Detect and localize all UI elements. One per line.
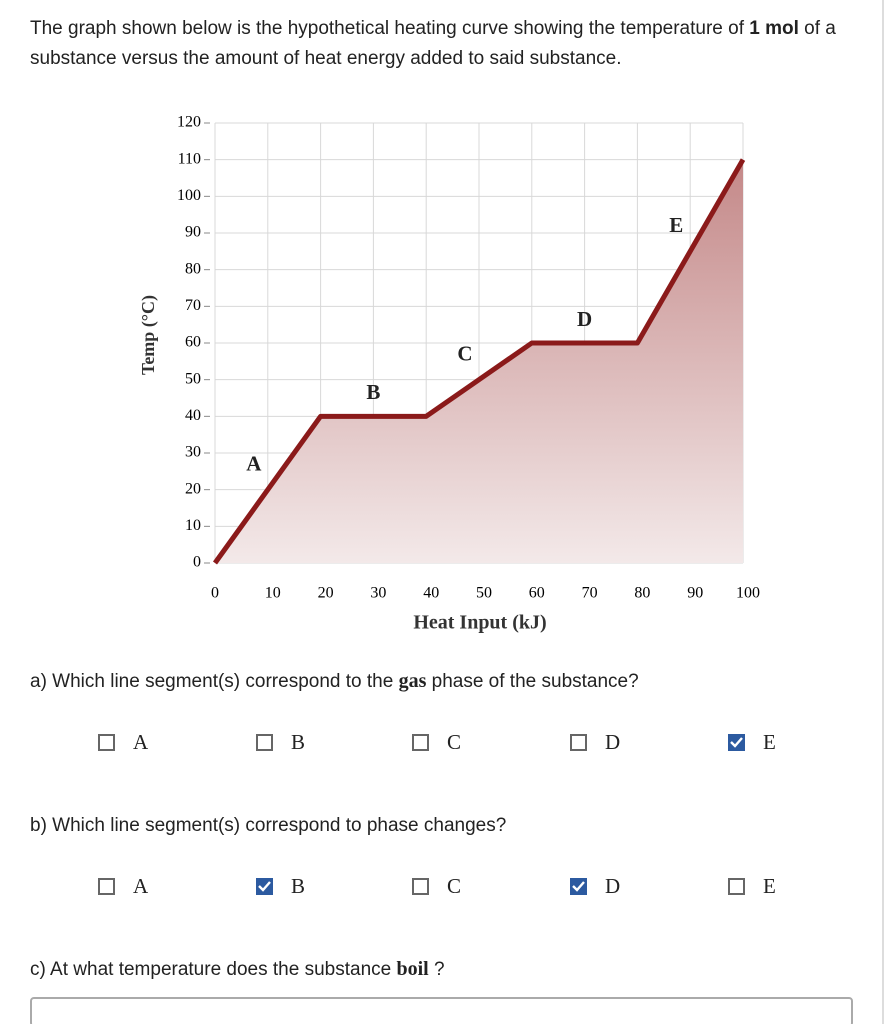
checkbox-checked[interactable] <box>570 878 587 895</box>
y-axis-label: Temp (°C) <box>138 295 159 375</box>
y-tick-label: 100 <box>177 187 201 204</box>
question-bold: boil <box>396 958 429 980</box>
option[interactable]: B <box>256 874 305 899</box>
y-tick-label: 80 <box>185 260 201 277</box>
x-axis-label: Heat Input (kJ) <box>413 612 546 634</box>
x-tick-label: 80 <box>634 585 650 602</box>
x-tick-label: 100 <box>736 585 760 602</box>
x-tick-label: 10 <box>265 585 281 602</box>
x-tick-label: 0 <box>211 585 219 602</box>
question: a) Which line segment(s) correspond to t… <box>30 670 639 693</box>
checkbox-checked[interactable] <box>728 734 745 751</box>
x-tick-label: 70 <box>582 585 598 602</box>
option-label: D <box>605 730 621 754</box>
option[interactable]: D <box>570 874 620 899</box>
checkmark <box>572 881 585 892</box>
option[interactable]: E <box>728 874 776 899</box>
checkbox[interactable] <box>570 734 587 751</box>
option[interactable]: E <box>728 730 776 755</box>
chart: 0 10 20 30 40 50 60 70 80 90 100 110 120 0 10 20 30 40 50 6… <box>138 114 760 634</box>
y-tick-label: 20 <box>185 480 201 497</box>
question: b) Which line segment(s) correspond to p… <box>30 815 506 837</box>
question-bold: gas <box>398 670 427 692</box>
intro-bold: 1 mol <box>749 18 799 39</box>
y-tick-label: 40 <box>185 407 201 424</box>
x-tick-label: 40 <box>423 585 439 602</box>
option-label: E <box>763 730 776 754</box>
option-label: B <box>291 874 306 898</box>
option[interactable]: A <box>98 730 148 755</box>
option[interactable]: B <box>256 730 305 755</box>
option-label: A <box>133 730 149 754</box>
checkmark <box>730 737 743 748</box>
x-tick-label: 90 <box>687 585 703 602</box>
y-tick-label: 10 <box>185 517 201 534</box>
option-label: A <box>133 874 149 898</box>
question-text: ? <box>428 959 445 980</box>
y-tick-label: 50 <box>185 370 201 387</box>
segment-label: B <box>366 380 380 404</box>
segment-label: E <box>669 213 683 237</box>
option[interactable]: C <box>412 730 461 755</box>
checkbox[interactable] <box>98 878 115 895</box>
intro-text: of a substance versus the amount of heat… <box>30 18 836 69</box>
x-tick-label: 50 <box>476 585 492 602</box>
segment-label: D <box>577 307 592 331</box>
area <box>215 159 743 563</box>
question: c) At what temperature does the substanc… <box>30 958 445 981</box>
x-tick-label: 20 <box>318 585 334 602</box>
y-tick-label: 30 <box>185 444 201 461</box>
checkbox[interactable] <box>728 878 745 895</box>
option-label: B <box>291 730 306 754</box>
intro: The graph shown below is the hypothetica… <box>30 14 860 74</box>
line <box>212 158 746 565</box>
intro-text: The graph shown below is the hypothetica… <box>30 18 750 39</box>
segment-label: C <box>457 341 472 365</box>
question-text: a) Which line segment(s) correspond to t… <box>30 671 399 692</box>
question-text: b) Which line segment(s) correspond to p… <box>30 815 507 836</box>
x-tick-label: 30 <box>370 585 386 602</box>
question-text: c) At what temperature does the substanc… <box>30 959 397 980</box>
y-tick-label: 110 <box>178 150 201 167</box>
option-label: D <box>605 874 621 898</box>
y-tick-label: 70 <box>185 297 201 314</box>
checkmark <box>258 881 271 892</box>
option[interactable]: A <box>98 874 148 899</box>
y-tick-label: 0 <box>193 554 201 571</box>
x-tick-label: 60 <box>529 585 545 602</box>
option[interactable]: D <box>570 730 620 755</box>
option-label: C <box>447 874 462 898</box>
option-label: C <box>447 730 462 754</box>
checkbox-checked[interactable] <box>256 878 273 895</box>
answer-input[interactable] <box>30 997 853 1024</box>
option[interactable]: C <box>412 874 461 899</box>
option-label: E <box>763 874 776 898</box>
y-tick-label: 120 <box>177 114 201 131</box>
checkbox[interactable] <box>412 878 429 895</box>
checkbox[interactable] <box>412 734 429 751</box>
y-tick-label: 60 <box>185 334 201 351</box>
checkbox[interactable] <box>98 734 115 751</box>
segment-label: A <box>246 451 262 475</box>
checkbox[interactable] <box>256 734 273 751</box>
question-text: phase of the substance? <box>426 671 639 692</box>
y-tick-label: 90 <box>185 224 201 241</box>
